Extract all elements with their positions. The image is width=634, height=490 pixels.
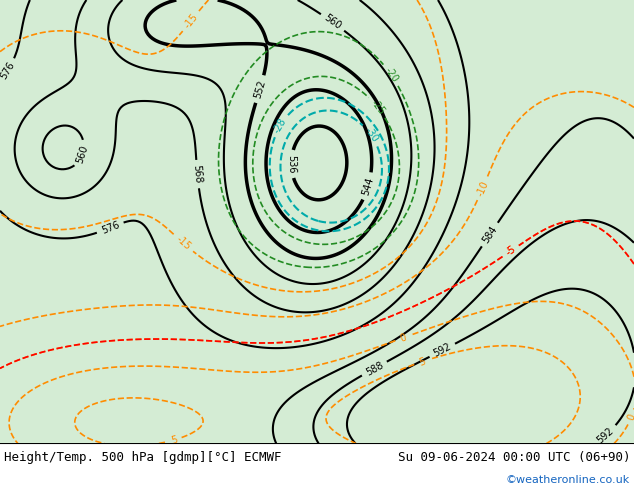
Text: 576: 576 <box>0 60 16 81</box>
Text: 0: 0 <box>398 332 408 343</box>
Text: 5: 5 <box>169 434 178 446</box>
Text: -20: -20 <box>382 66 400 84</box>
Text: 560: 560 <box>75 144 90 164</box>
Text: -15: -15 <box>174 234 193 252</box>
Text: 568: 568 <box>191 165 203 184</box>
Text: -10: -10 <box>475 179 490 197</box>
Text: -5: -5 <box>504 244 517 258</box>
Text: ©weatheronline.co.uk: ©weatheronline.co.uk <box>506 475 630 485</box>
Text: 584: 584 <box>481 224 499 245</box>
Text: Su 09-06-2024 00:00 UTC (06+90): Su 09-06-2024 00:00 UTC (06+90) <box>398 451 630 464</box>
Text: 592: 592 <box>595 425 616 445</box>
Text: -30: -30 <box>363 126 380 145</box>
Text: 544: 544 <box>361 176 375 196</box>
Text: 592: 592 <box>432 342 453 359</box>
Text: 5: 5 <box>417 356 427 368</box>
Text: -15: -15 <box>182 12 200 30</box>
Text: 552: 552 <box>252 79 268 99</box>
Text: -5: -5 <box>504 244 517 258</box>
Text: Height/Temp. 500 hPa [gdmp][°C] ECMWF: Height/Temp. 500 hPa [gdmp][°C] ECMWF <box>4 451 281 464</box>
Text: -25: -25 <box>368 98 386 117</box>
Text: -28: -28 <box>272 116 288 135</box>
Text: 536: 536 <box>287 155 297 173</box>
Text: 0: 0 <box>626 413 634 422</box>
Text: 588: 588 <box>364 360 385 377</box>
Text: 576: 576 <box>100 220 120 236</box>
Text: 560: 560 <box>322 13 343 32</box>
